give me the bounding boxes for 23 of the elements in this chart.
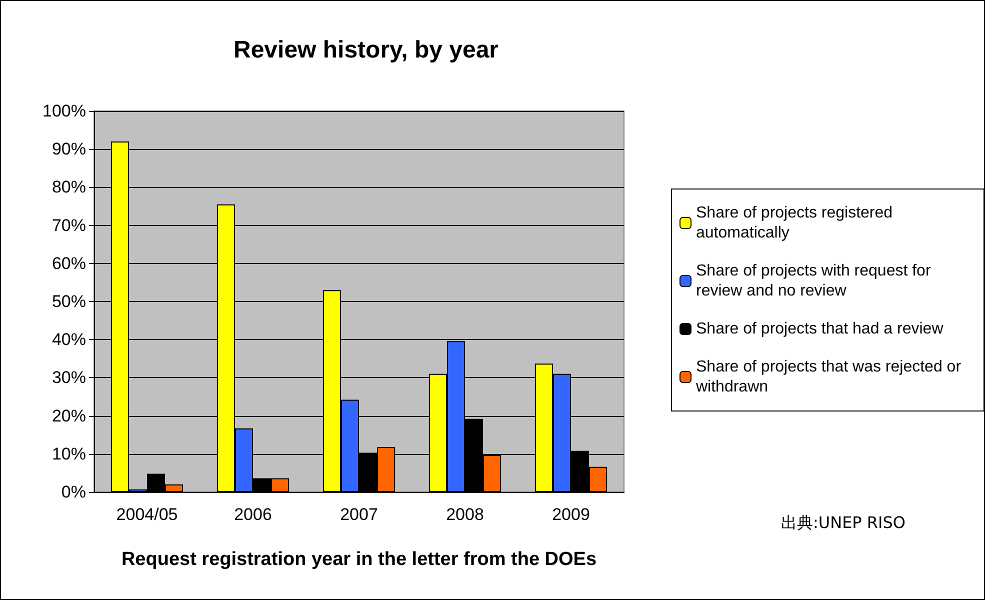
y-tick-label: 40% xyxy=(52,330,86,350)
legend-label: Share of projects that was rejected or withdrawn xyxy=(695,358,966,396)
y-tick-label: 20% xyxy=(52,406,86,426)
legend-label: Share of projects that had a review xyxy=(696,320,944,338)
x-tick-label: 2007 xyxy=(340,505,378,524)
x-tick-label: 2009 xyxy=(552,505,590,524)
x-axis-title: Request registration year in the letter from the DOEs xyxy=(121,549,597,570)
y-tick-label: 90% xyxy=(52,140,86,159)
y-tick-label: 100% xyxy=(42,102,86,120)
y-tick-label: 70% xyxy=(52,216,86,235)
y-tick-label: 60% xyxy=(52,254,86,273)
legend-label: Share of projects registered automatically xyxy=(696,204,897,242)
x-tick-label: 2004/05 xyxy=(116,505,178,524)
y-tick-label: 10% xyxy=(52,444,86,464)
source-note: 出典:UNEP RISO xyxy=(781,513,906,534)
x-tick-label: 2006 xyxy=(234,505,272,524)
legend-label: Share of projects with request for review and no review xyxy=(696,262,936,300)
y-tick-label: 50% xyxy=(52,292,86,311)
y-tick-label: 80% xyxy=(52,178,86,197)
y-tick-label: 0% xyxy=(61,482,86,502)
chart-title: Review history, by year xyxy=(233,36,499,64)
y-tick-label: 30% xyxy=(52,368,86,388)
x-tick-label: 2008 xyxy=(446,505,484,524)
